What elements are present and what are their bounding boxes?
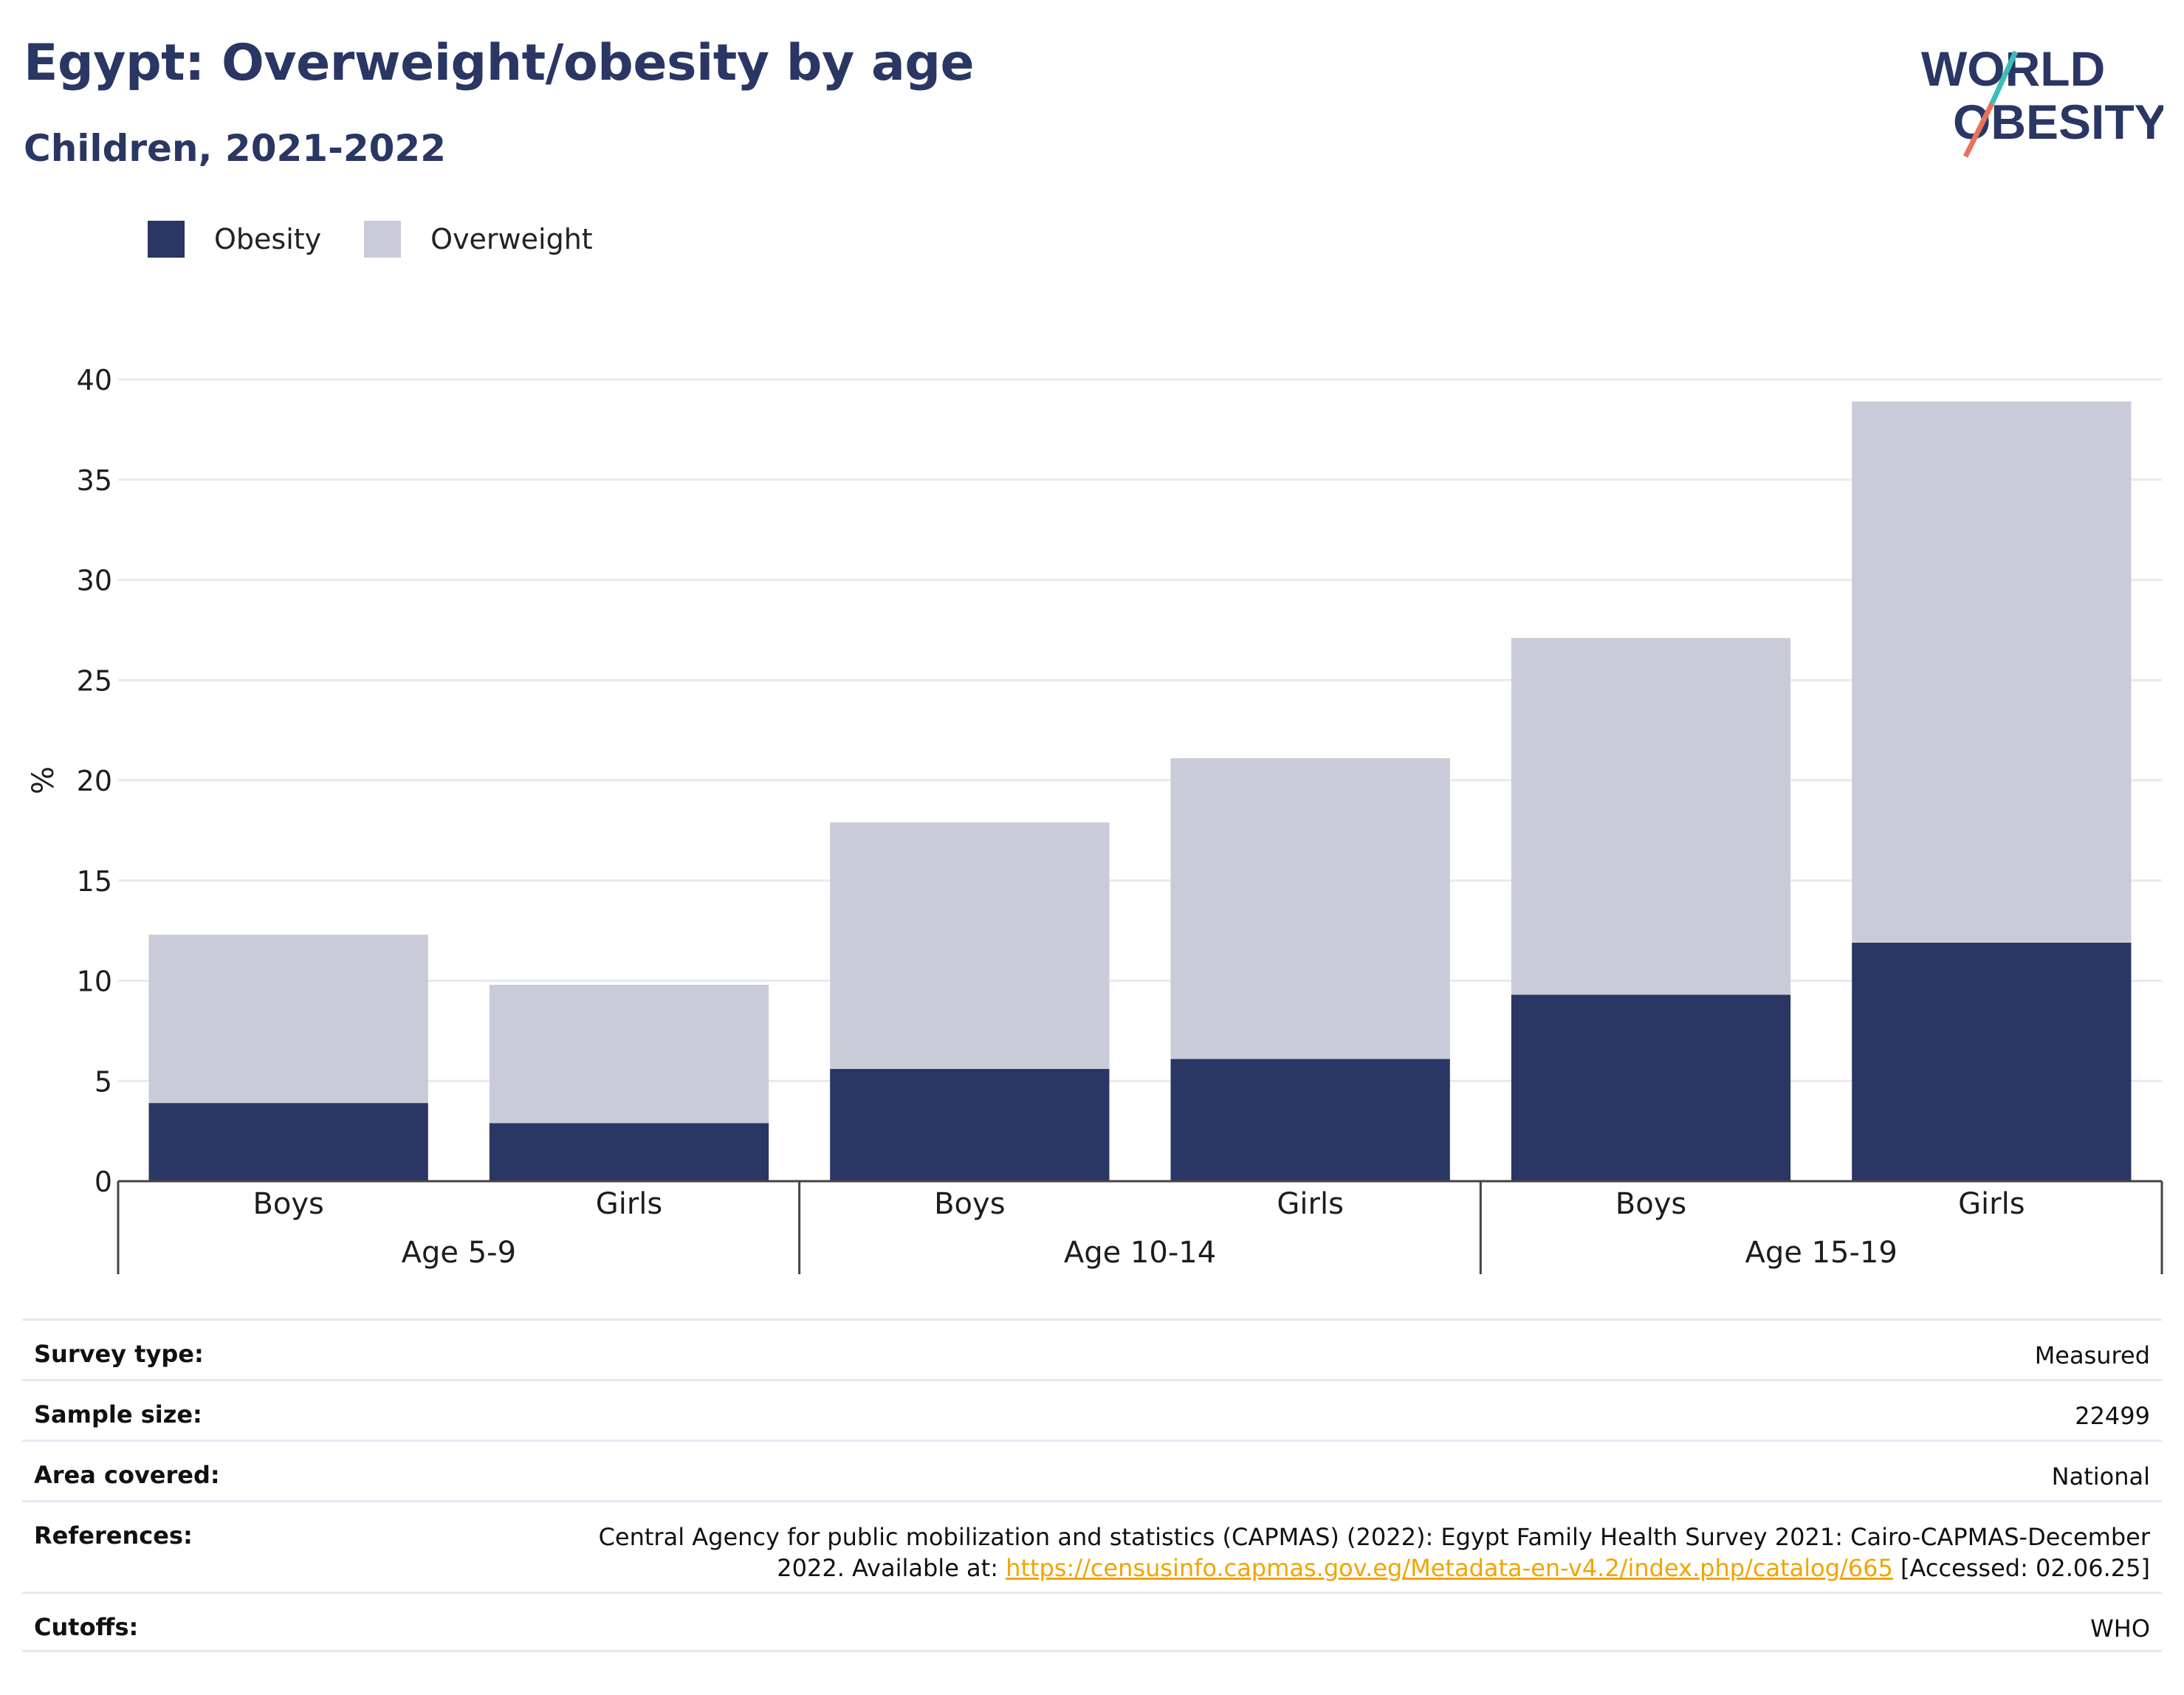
bar-overweight	[830, 822, 1110, 1069]
reference-link[interactable]: https://censusinfo.capmas.gov.eg/Metadat…	[1006, 1554, 1893, 1582]
info-value: 22499	[2075, 1402, 2150, 1430]
bar-overweight	[489, 984, 769, 1124]
logo-text-world: WORLD	[1921, 41, 2105, 96]
legend-item-overweight: Overweight	[364, 221, 593, 258]
legend-label-obesity: Obesity	[214, 223, 322, 255]
group-label: Age 15-19	[1745, 1236, 1898, 1270]
y-tick-label: 30	[77, 565, 112, 597]
bar-obesity	[1170, 1059, 1450, 1181]
y-axis-label: %	[27, 766, 61, 794]
bar-overweight	[1170, 758, 1450, 1059]
bar-obesity	[148, 1103, 428, 1181]
survey-info-table: Survey type: Measured Sample size: 22499…	[22, 1318, 2162, 1652]
info-key: Area covered:	[34, 1461, 220, 1489]
reference-accessed: [Accessed: 02.06.25]	[1892, 1554, 2150, 1582]
group-label: Age 10-14	[1064, 1236, 1216, 1270]
legend-swatch-overweight	[364, 221, 402, 258]
x-tick-label: Girls	[1958, 1187, 2025, 1221]
y-tick-label: 40	[77, 364, 112, 396]
bar-obesity	[1511, 994, 1791, 1181]
bar-overweight	[1852, 401, 2132, 943]
logo-text-obesity: OBESITY	[1953, 94, 2163, 149]
info-key: Sample size:	[34, 1400, 202, 1428]
x-tick-label: Boys	[934, 1187, 1005, 1221]
bar-overweight	[148, 935, 428, 1104]
reference-text-line1: Central Agency for public mobilization a…	[598, 1523, 2150, 1551]
bar-obesity	[830, 1068, 1110, 1181]
reference-text-prefix: 2022. Available at:	[777, 1554, 1006, 1582]
info-value: Measured	[2034, 1341, 2150, 1369]
info-value: WHO	[2090, 1615, 2150, 1643]
x-tick-label: Girls	[596, 1187, 663, 1221]
bar-overweight	[1511, 638, 1791, 995]
y-tick-label: 25	[77, 664, 112, 697]
x-tick-label: Girls	[1277, 1187, 1344, 1221]
y-tick-label: 35	[77, 464, 112, 497]
world-obesity-logo: WORLD OBESITY	[1921, 41, 2163, 158]
x-tick-label: Boys	[253, 1187, 323, 1221]
chart-subtitle: Children, 2021-2022	[24, 127, 446, 170]
info-key: Cutoffs:	[34, 1613, 139, 1641]
group-label: Age 5-9	[402, 1236, 516, 1270]
info-row-cutoffs: Cutoffs: WHO	[22, 1592, 2162, 1652]
legend-swatch-obesity	[148, 221, 185, 258]
y-tick-label: 15	[77, 865, 112, 898]
info-row-survey-type: Survey type: Measured	[22, 1318, 2162, 1379]
chart-title: Egypt: Overweight/obesity by age	[24, 34, 975, 92]
info-row-sample-size: Sample size: 22499	[22, 1379, 2162, 1440]
info-row-area-covered: Area covered: National	[22, 1440, 2162, 1500]
info-row-references: References: Central Agency for public mo…	[22, 1500, 2162, 1592]
info-key: References:	[34, 1522, 193, 1550]
bar-obesity	[489, 1123, 769, 1181]
info-key: Survey type:	[34, 1340, 204, 1368]
chart-legend: Obesity Overweight	[148, 219, 636, 260]
y-tick-label: 5	[95, 1065, 112, 1098]
info-value-references: Central Agency for public mobilization a…	[599, 1522, 2150, 1584]
x-tick-label: Boys	[1615, 1187, 1686, 1221]
y-tick-label: 20	[77, 765, 112, 797]
info-value: National	[2051, 1462, 2150, 1491]
y-tick-label: 10	[77, 966, 112, 998]
y-tick-label: 0	[95, 1166, 112, 1198]
legend-item-obesity: Obesity	[148, 221, 321, 258]
legend-label-overweight: Overweight	[430, 223, 593, 255]
bar-obesity	[1852, 942, 2132, 1181]
bar-chart: 0 5 10 15 20 25 30 35 40% Boys Girls Boys Girls Boys G…	[27, 364, 2163, 1274]
